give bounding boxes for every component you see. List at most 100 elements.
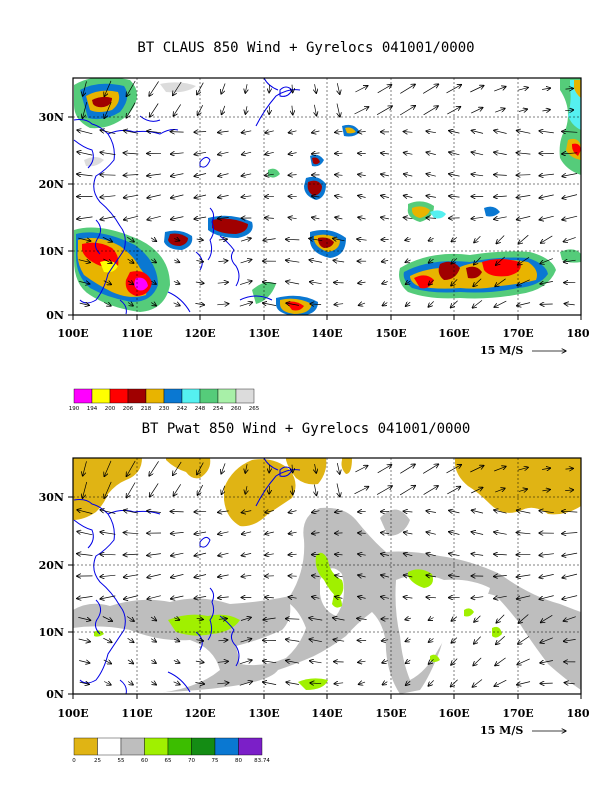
wind-vector (104, 682, 111, 686)
wind-vector (194, 217, 207, 219)
wind-vector (540, 615, 553, 622)
wind-vector (495, 108, 505, 113)
wind-vector (494, 596, 507, 599)
wind-vector (562, 533, 578, 534)
wind-vector (311, 533, 320, 534)
wind-vector (100, 554, 116, 555)
wind-vector (518, 614, 529, 624)
wind-vector (127, 303, 133, 307)
wind-vector (263, 618, 276, 620)
wind-vector (315, 464, 317, 473)
wind-vector (194, 596, 207, 598)
wind-vector (474, 636, 481, 645)
wind-vector (194, 132, 207, 133)
wind-vector (196, 239, 204, 240)
wind-vector (377, 85, 392, 94)
lat-label-30n-bottom: 30N (39, 491, 64, 504)
wind-vector (217, 661, 229, 662)
wind-vector (423, 106, 439, 116)
wind-vector (333, 238, 345, 240)
wind-vector (540, 661, 553, 664)
wind-vector (428, 301, 434, 307)
wind-vector (449, 131, 460, 134)
wind-vector (403, 196, 413, 198)
wind-vector (149, 461, 159, 476)
wind-vector (312, 217, 320, 219)
ticks-bottom (68, 496, 582, 699)
colorbar-swatch (120, 737, 145, 756)
wind-vector (288, 597, 297, 598)
wind-vector (309, 661, 322, 663)
wind-vector (472, 300, 483, 308)
wind-vector (197, 105, 204, 115)
wind-vector (262, 282, 277, 284)
wind-vector (147, 595, 161, 600)
wind-vector (403, 153, 413, 155)
grid-top (73, 78, 581, 315)
wind-vector (494, 196, 507, 197)
wind-vector (221, 105, 224, 115)
wind-vector (104, 303, 111, 307)
wind-vector (449, 575, 460, 576)
wind-vector (100, 510, 116, 514)
wind-vector (285, 619, 300, 620)
wind-vector (239, 281, 252, 285)
colorbar-swatch (73, 388, 93, 404)
wind-vector (123, 153, 139, 154)
wind-vector (102, 236, 113, 242)
colorbar-swatch (214, 737, 239, 756)
wind-vector (221, 463, 226, 474)
wind-vector (564, 304, 575, 305)
wind-vector (79, 682, 90, 684)
wind-vector (100, 130, 116, 135)
wind-vector (428, 659, 434, 664)
wind-vector (517, 658, 530, 665)
wind-vector (218, 619, 227, 620)
wind-vector (77, 554, 93, 556)
wind-vector (312, 597, 320, 599)
wind-vector (354, 107, 369, 115)
wind-vector (426, 511, 436, 513)
wind-vector (333, 260, 345, 262)
colorbar-tick-label: 200 (105, 406, 116, 412)
colorbar-tick-label: 248 (195, 406, 206, 412)
lon-label-180: 180 (567, 327, 590, 340)
lon-label-160e: 160E (438, 327, 469, 340)
wind-vector (197, 82, 204, 95)
wind-vector (292, 485, 293, 495)
wind-vector (516, 130, 531, 133)
wind-vector (151, 639, 156, 642)
wind-vector (357, 239, 367, 240)
wind-vector (245, 464, 247, 473)
wind-vector (217, 683, 229, 684)
wind-vector (127, 682, 133, 686)
wind-vector (77, 510, 93, 514)
colorbar-swatch (97, 737, 122, 756)
wind-vector (376, 106, 392, 116)
lon-label-120e: 120E (184, 327, 215, 340)
bottom-map-panel: 30N 20N 10N 0N 100E 110E 120E 130E 140E … (39, 457, 590, 764)
wind-vector (403, 132, 413, 133)
wind-vector (151, 660, 156, 663)
wind-vector (518, 489, 528, 491)
wind-vector (357, 618, 367, 619)
wind-vector (197, 484, 204, 495)
wind-vector (173, 639, 180, 642)
wind-vector (447, 486, 460, 495)
wind-vector (382, 282, 388, 284)
wind-vector (127, 616, 134, 622)
wind-vector (150, 617, 157, 621)
wind-vector (126, 460, 136, 477)
wind-vector (288, 131, 297, 133)
wind-vector (241, 174, 252, 176)
wind-vector (240, 238, 251, 241)
wind-vector (334, 304, 344, 305)
wind-vector (241, 553, 252, 555)
wind-vector (451, 617, 458, 621)
vector-reference-label-bottom: 15 M/S (480, 724, 523, 737)
lat-label-0n: 0N (46, 309, 64, 322)
wind-vector (451, 658, 458, 666)
wind-vector (358, 132, 366, 133)
wind-vector (517, 302, 531, 306)
